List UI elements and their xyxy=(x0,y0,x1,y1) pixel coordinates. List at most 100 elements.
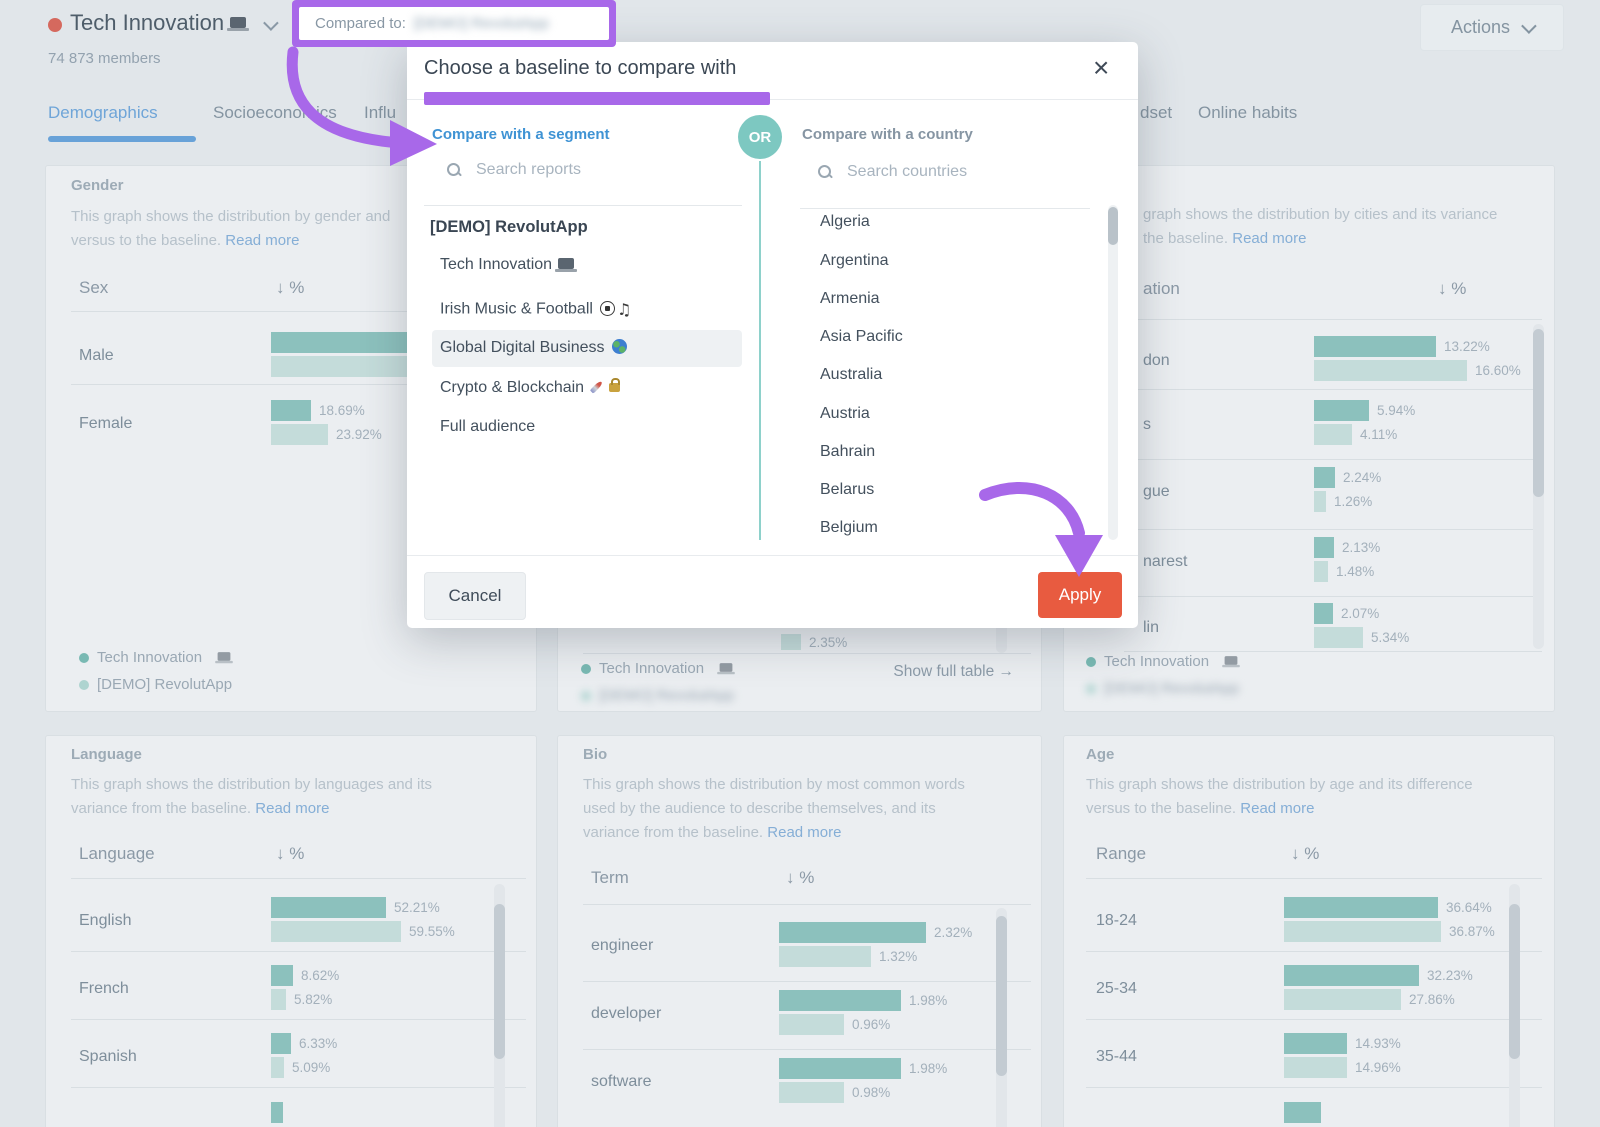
card-title: Language xyxy=(71,746,142,763)
country-item-algeria[interactable]: Algeria xyxy=(820,213,870,230)
tab-demographics[interactable]: Demographics xyxy=(48,103,158,122)
search-countries-field[interactable] xyxy=(818,162,1049,182)
read-more-link[interactable]: Read more xyxy=(255,800,330,817)
segment-item-full-audience[interactable]: Full audience xyxy=(440,418,535,436)
bar-value: 18.69% xyxy=(319,403,365,418)
bar-value: 1.32% xyxy=(879,949,918,964)
country-item-australia[interactable]: Australia xyxy=(820,366,883,383)
row-label-partial: gue xyxy=(1143,483,1170,500)
legend-label: Tech Innovation xyxy=(599,660,705,677)
legend-dot-baseline xyxy=(79,679,89,690)
legend-primary: Tech Innovation xyxy=(79,649,234,666)
segment-item-global-digital-business[interactable]: Global Digital Business xyxy=(440,339,627,357)
bar-primary xyxy=(271,965,293,986)
bar-primary xyxy=(1314,537,1334,558)
close-icon[interactable]: × xyxy=(1093,52,1110,83)
chevron-down-icon xyxy=(1521,18,1537,34)
legend-dot-primary xyxy=(1086,656,1096,667)
bar-baseline xyxy=(271,356,452,377)
sort-percent-header[interactable]: ↓ % xyxy=(786,868,815,887)
bar-primary xyxy=(271,897,386,918)
card-description: variance from the baseline. Read more xyxy=(583,824,841,841)
table-scrollbar-thumb[interactable] xyxy=(494,904,505,1059)
desc-line: variance from the baseline. xyxy=(583,824,764,841)
bar-baseline xyxy=(1314,491,1326,512)
bar-baseline xyxy=(1314,561,1328,582)
segment-item-crypto-blockchain[interactable]: Crypto & Blockchain xyxy=(440,378,621,397)
chevron-down-icon[interactable] xyxy=(263,15,279,31)
sort-percent-header[interactable]: ↓ % xyxy=(1291,844,1320,863)
bar-baseline xyxy=(1314,627,1363,648)
card-description: graph shows the distribution by cities a… xyxy=(1143,206,1497,223)
read-more-link[interactable]: Read more xyxy=(1232,230,1307,247)
cancel-label: Cancel xyxy=(448,586,502,605)
legend-dot-primary xyxy=(581,663,591,674)
tab-influence-partial[interactable]: Influ xyxy=(364,103,397,122)
country-scrollbar-thumb[interactable] xyxy=(1108,207,1118,245)
cancel-button[interactable]: Cancel xyxy=(424,572,526,620)
bar-value: 2.35% xyxy=(809,634,848,650)
country-scrollbar-track[interactable] xyxy=(1108,205,1118,540)
column-header: Range xyxy=(1096,844,1147,863)
sort-percent-header[interactable]: ↓ % xyxy=(276,278,305,297)
sort-percent-header[interactable]: ↓ % xyxy=(1438,279,1467,298)
apply-button[interactable]: Apply xyxy=(1038,572,1122,618)
bar-primary xyxy=(1314,336,1436,357)
compared-to-selector[interactable]: Compared to: [DEMO] RevolutApp xyxy=(299,7,609,40)
country-item-bahrain[interactable]: Bahrain xyxy=(820,443,876,460)
row-label: engineer xyxy=(591,937,654,954)
segment-item-irish-music-football[interactable]: Irish Music & Football ♫ xyxy=(440,300,631,319)
country-item-asia-pacific[interactable]: Asia Pacific xyxy=(820,328,903,345)
bar-primary xyxy=(1284,965,1419,986)
legend-label: [DEMO] RevolutApp xyxy=(1104,680,1240,697)
members-count: 74 873 members xyxy=(48,50,161,67)
bar-value: 2.07% xyxy=(1341,606,1380,621)
country-item-belgium[interactable]: Belgium xyxy=(820,519,878,536)
bar-primary xyxy=(1284,1033,1347,1054)
search-countries-input[interactable] xyxy=(845,162,1049,182)
bar-primary xyxy=(1284,1102,1321,1123)
modal-header-divider xyxy=(407,99,1138,100)
bio-card: Bio This graph shows the distribution by… xyxy=(557,735,1042,1127)
desc-line: This graph shows the distribution by lan… xyxy=(71,776,433,793)
tab-online-habits[interactable]: Online habits xyxy=(1198,103,1298,122)
active-tab-underline xyxy=(48,136,196,142)
search-reports-input[interactable] xyxy=(474,160,678,180)
country-item-austria[interactable]: Austria xyxy=(820,405,870,422)
bar-baseline xyxy=(271,424,328,445)
show-full-table-link[interactable]: Show full table → xyxy=(893,663,1014,681)
read-more-link[interactable]: Read more xyxy=(225,232,300,249)
country-item-argentina[interactable]: Argentina xyxy=(820,252,889,269)
laptop-icon xyxy=(717,662,735,674)
bar-primary xyxy=(271,400,311,421)
row-label: English xyxy=(79,912,132,929)
bar-value: 1.98% xyxy=(909,993,948,1008)
country-item-belarus[interactable]: Belarus xyxy=(820,481,875,498)
sort-percent-header[interactable]: ↓ % xyxy=(276,844,305,863)
segment-item-tech-innovation[interactable]: Tech Innovation xyxy=(440,256,578,274)
table-scrollbar-thumb[interactable] xyxy=(1509,904,1520,1059)
desc-line: the baseline. xyxy=(1143,230,1229,247)
table-scrollbar-thumb[interactable] xyxy=(1533,329,1544,497)
tab-mindset-partial[interactable]: dset xyxy=(1140,103,1173,122)
legend-label: Tech Innovation xyxy=(1104,653,1210,670)
bar-primary xyxy=(1314,467,1335,488)
country-item-armenia[interactable]: Armenia xyxy=(820,290,880,307)
table-scrollbar-thumb[interactable] xyxy=(996,916,1007,1076)
segment-group-demo-revolutapp[interactable]: [DEMO] RevolutApp xyxy=(430,218,588,236)
read-more-link[interactable]: Read more xyxy=(1240,800,1315,817)
search-icon xyxy=(818,164,833,180)
age-card: Age This graph shows the distribution by… xyxy=(1063,735,1555,1127)
table-scrollbar-track[interactable] xyxy=(996,621,1007,653)
search-reports-field[interactable] xyxy=(447,160,678,180)
bar-value: 5.82% xyxy=(294,992,333,1007)
segment-selected-highlight xyxy=(432,330,742,367)
row-label: 35-44 xyxy=(1096,1048,1137,1065)
bar-value: 2.24% xyxy=(1343,470,1382,485)
read-more-link[interactable]: Read more xyxy=(767,824,842,841)
language-card: Language This graph shows the distributi… xyxy=(45,735,537,1127)
annotation-title-underline xyxy=(424,92,770,105)
actions-button[interactable]: Actions xyxy=(1420,4,1564,51)
bar-value: 36.64% xyxy=(1446,900,1492,915)
